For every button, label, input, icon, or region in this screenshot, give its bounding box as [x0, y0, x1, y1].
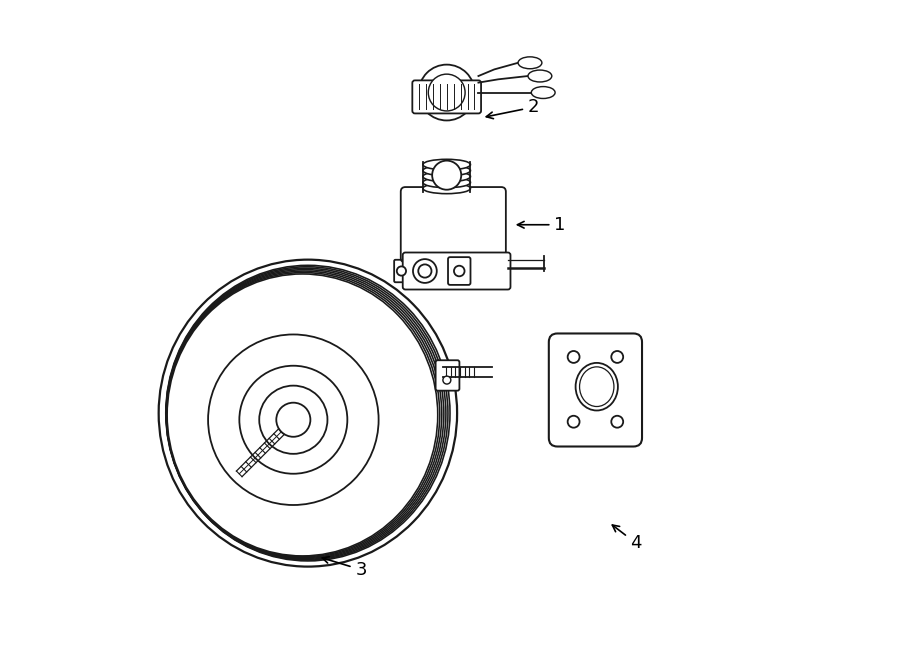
- Ellipse shape: [528, 70, 552, 82]
- FancyBboxPatch shape: [402, 253, 510, 290]
- Text: 3: 3: [322, 557, 367, 579]
- Circle shape: [428, 74, 465, 111]
- Ellipse shape: [531, 87, 555, 98]
- FancyBboxPatch shape: [448, 257, 471, 285]
- Circle shape: [418, 264, 431, 278]
- Ellipse shape: [580, 367, 614, 407]
- Ellipse shape: [423, 159, 471, 170]
- Circle shape: [259, 385, 328, 454]
- Ellipse shape: [166, 265, 450, 561]
- Ellipse shape: [423, 183, 471, 194]
- Ellipse shape: [158, 260, 457, 566]
- Circle shape: [611, 351, 623, 363]
- Circle shape: [397, 266, 406, 276]
- Ellipse shape: [166, 272, 440, 557]
- Circle shape: [454, 266, 464, 276]
- Ellipse shape: [166, 270, 444, 559]
- Circle shape: [413, 259, 436, 283]
- FancyBboxPatch shape: [394, 260, 409, 282]
- Ellipse shape: [423, 165, 471, 176]
- Circle shape: [208, 334, 379, 505]
- FancyBboxPatch shape: [412, 81, 482, 114]
- Circle shape: [443, 376, 451, 384]
- Circle shape: [611, 416, 623, 428]
- FancyBboxPatch shape: [549, 334, 642, 447]
- Ellipse shape: [518, 57, 542, 69]
- Circle shape: [568, 416, 580, 428]
- Ellipse shape: [423, 177, 471, 188]
- Ellipse shape: [166, 267, 448, 560]
- FancyBboxPatch shape: [436, 360, 459, 391]
- Circle shape: [432, 161, 461, 190]
- FancyBboxPatch shape: [400, 187, 506, 262]
- Text: 2: 2: [486, 98, 539, 119]
- Ellipse shape: [167, 274, 437, 556]
- Text: 4: 4: [612, 525, 642, 553]
- Circle shape: [418, 65, 474, 120]
- Ellipse shape: [423, 171, 471, 182]
- Ellipse shape: [166, 268, 446, 559]
- Text: 1: 1: [518, 215, 566, 234]
- Ellipse shape: [576, 363, 618, 410]
- Circle shape: [239, 366, 347, 474]
- Circle shape: [276, 403, 310, 437]
- Ellipse shape: [166, 271, 442, 558]
- Circle shape: [568, 351, 580, 363]
